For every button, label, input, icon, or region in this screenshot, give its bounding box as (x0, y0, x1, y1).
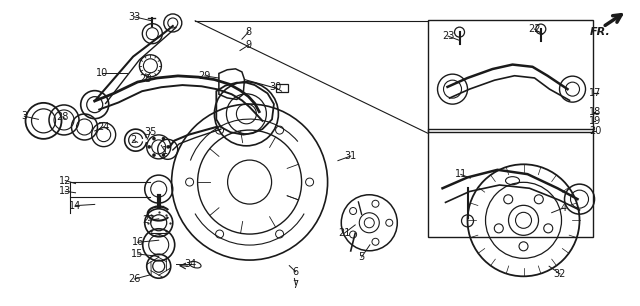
Text: 8: 8 (245, 27, 252, 37)
Text: 18: 18 (589, 107, 602, 117)
Text: 33: 33 (128, 12, 141, 22)
Text: 1: 1 (162, 147, 168, 156)
Circle shape (162, 153, 165, 157)
Circle shape (152, 137, 156, 140)
Text: 24: 24 (97, 122, 110, 132)
Text: 9: 9 (245, 40, 252, 50)
Bar (428, 20, 593, 132)
Text: 30: 30 (269, 82, 282, 92)
Text: FR.: FR. (590, 27, 611, 37)
Circle shape (147, 145, 151, 149)
Text: 22: 22 (528, 24, 541, 34)
Text: 19: 19 (589, 116, 602, 126)
Text: 32: 32 (554, 269, 566, 279)
Text: 29: 29 (198, 71, 211, 81)
Circle shape (166, 145, 170, 149)
Text: 15: 15 (131, 249, 144, 259)
Text: 34: 34 (184, 259, 197, 269)
Text: 17: 17 (589, 88, 602, 98)
Text: 21: 21 (338, 228, 351, 238)
Text: 23: 23 (442, 31, 454, 41)
Text: 11: 11 (454, 170, 467, 179)
Text: 10: 10 (96, 69, 109, 78)
Bar (428, 129, 593, 237)
Text: 20: 20 (589, 126, 602, 136)
Text: 2: 2 (130, 135, 136, 145)
Text: 12: 12 (59, 176, 72, 185)
Text: 25: 25 (140, 74, 152, 84)
Text: 26: 26 (128, 274, 141, 284)
Bar (276, 84, 287, 92)
Text: 6: 6 (292, 267, 299, 277)
Text: 14: 14 (69, 201, 82, 211)
Text: 7: 7 (292, 280, 299, 289)
Text: 28: 28 (56, 112, 69, 122)
Text: 5: 5 (358, 252, 365, 262)
Text: 16: 16 (131, 237, 144, 247)
Text: 35: 35 (144, 127, 157, 137)
Text: 13: 13 (59, 186, 72, 196)
Circle shape (162, 137, 165, 140)
Circle shape (152, 153, 156, 157)
Text: 3: 3 (21, 111, 28, 121)
Text: 31: 31 (344, 151, 357, 161)
Text: 4: 4 (560, 203, 566, 213)
Text: 27: 27 (142, 215, 155, 225)
